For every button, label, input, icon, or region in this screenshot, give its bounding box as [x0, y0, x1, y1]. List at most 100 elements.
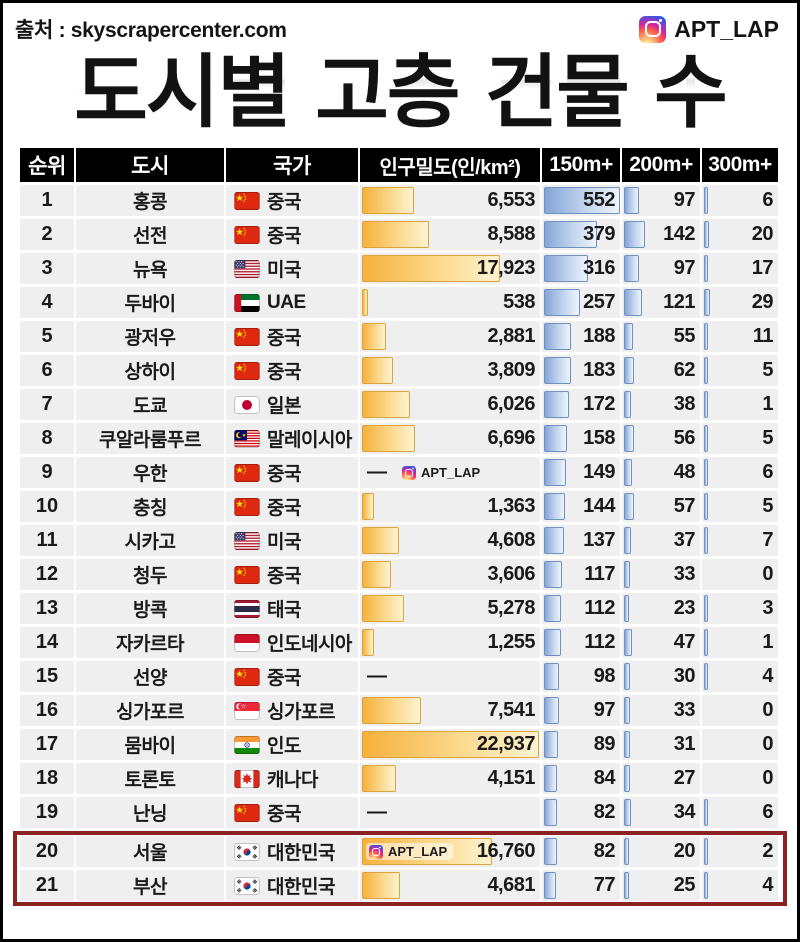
count-200m-cell: 121: [622, 287, 700, 319]
count-200m-bar: [624, 799, 631, 827]
country-cell: 일본: [226, 389, 358, 421]
count-150m-bar: [544, 595, 562, 623]
count-300m-cell: 0: [702, 763, 778, 795]
count-200m-cell: 33: [622, 559, 700, 591]
count-150m-cell: 82: [542, 836, 620, 868]
count-200m-value: 23: [673, 597, 696, 620]
count-300m-bar: [704, 799, 708, 827]
column-header-density: 인구밀도(인/km²): [360, 148, 540, 183]
density-bar: [362, 765, 396, 793]
count-200m-value: 56: [673, 427, 696, 450]
count-300m-bar: [704, 629, 708, 657]
country-name: 싱가포르: [267, 702, 335, 724]
country-flag-icon: [234, 769, 260, 788]
count-150m-cell: 379: [542, 219, 620, 251]
density-bar: [362, 289, 369, 317]
count-300m-bar: [704, 255, 709, 283]
rank-cell: 5: [20, 321, 74, 353]
count-150m-bar: [544, 561, 562, 589]
count-200m-bar: [624, 357, 635, 385]
count-150m-value: 84: [593, 767, 616, 790]
country-name: 대한민국: [267, 843, 335, 865]
rank-cell: 3: [20, 253, 74, 285]
count-150m-value: 188: [583, 325, 615, 348]
density-value: 2,881: [487, 325, 535, 348]
country-flag-icon: [234, 395, 260, 414]
country-flag-icon: [234, 633, 260, 652]
count-150m-value: 117: [584, 563, 615, 586]
rank-cell: 7: [20, 389, 74, 421]
city-cell: 선양: [76, 661, 224, 693]
rank-cell: 10: [20, 491, 74, 523]
count-300m-value: 5: [762, 495, 773, 518]
count-150m-bar: [544, 527, 565, 555]
country-cell: 대한민국: [226, 836, 358, 868]
count-200m-value: 33: [673, 563, 696, 586]
city-cell: 서울: [76, 836, 224, 868]
count-300m-value: 2: [762, 840, 773, 863]
count-200m-value: 38: [673, 393, 696, 416]
density-cell: —: [360, 797, 540, 829]
count-200m-bar: [624, 459, 633, 487]
count-300m-cell: 4: [702, 661, 778, 693]
density-value: 4,681: [487, 874, 535, 897]
table-body: 1 홍콩 중국 6,553 552 97 6 2 선전 중국: [20, 185, 780, 829]
table-row: 1 홍콩 중국 6,553 552 97 6: [20, 185, 780, 217]
country-cell: 중국: [226, 457, 358, 489]
count-300m-cell: 7: [702, 525, 778, 557]
table-row: 17 뭄바이 인도 22,937 89 31 0: [20, 729, 780, 761]
country-flag-icon: [234, 293, 260, 312]
country-name: 중국: [267, 362, 301, 384]
watermark-label: APT_LAP: [421, 465, 481, 481]
density-value: 6,696: [487, 427, 535, 450]
count-200m-cell: 27: [622, 763, 700, 795]
density-value: 7,541: [487, 699, 535, 722]
column-header-rank: 순위: [20, 148, 74, 183]
count-200m-value: 47: [673, 631, 696, 654]
column-header-150m: 150m+: [542, 148, 620, 183]
country-flag-icon: [234, 429, 260, 448]
country-name: 중국: [267, 566, 301, 588]
density-bar: [362, 527, 400, 555]
count-200m-cell: 33: [622, 695, 700, 727]
count-200m-bar: [624, 255, 640, 283]
density-value: 4,151: [487, 767, 535, 790]
count-150m-bar: [544, 221, 597, 249]
table-row: 2 선전 중국 8,588 379 142 20: [20, 219, 780, 251]
count-300m-value: 17: [751, 257, 774, 280]
country-flag-icon: [234, 191, 260, 210]
count-300m-bar: [704, 872, 708, 900]
watermark-label: APT_LAP: [388, 844, 448, 860]
city-cell: 두바이: [76, 287, 224, 319]
table-row: 8 쿠알라룸푸르 말레이시아 6,696 158 56 5: [20, 423, 780, 455]
count-150m-bar: [544, 872, 557, 900]
count-300m-value: 6: [762, 189, 773, 212]
column-header-200m: 200m+: [622, 148, 700, 183]
country-name: 중국: [267, 192, 301, 214]
rank-cell: 13: [20, 593, 74, 625]
density-cell: 3,809: [360, 355, 540, 387]
count-300m-value: 4: [762, 665, 773, 688]
count-300m-bar: [704, 357, 708, 385]
country-name: 중국: [267, 668, 301, 690]
density-value: 6,553: [487, 189, 535, 212]
instagram-icon: [639, 15, 667, 43]
density-cell: 538: [360, 287, 540, 319]
count-150m-value: 137: [583, 529, 615, 552]
density-cell: 4,681: [360, 870, 540, 902]
count-300m-cell: 20: [702, 219, 778, 251]
count-200m-value: 27: [673, 767, 696, 790]
table-row: 9 우한 중국 — APT_LAP 149 48 6: [20, 457, 780, 489]
country-cell: 미국: [226, 525, 358, 557]
count-150m-cell: 98: [542, 661, 620, 693]
count-150m-value: 257: [583, 291, 615, 314]
city-cell: 홍콩: [76, 185, 224, 217]
count-300m-bar: [704, 187, 708, 215]
column-header-300m: 300m+: [702, 148, 778, 183]
count-150m-value: 112: [584, 631, 615, 654]
city-cell: 상하이: [76, 355, 224, 387]
count-200m-bar: [624, 629, 633, 657]
density-cell: — APT_LAP: [360, 457, 540, 489]
count-200m-bar: [624, 697, 631, 725]
density-value: 22,937: [476, 733, 536, 756]
